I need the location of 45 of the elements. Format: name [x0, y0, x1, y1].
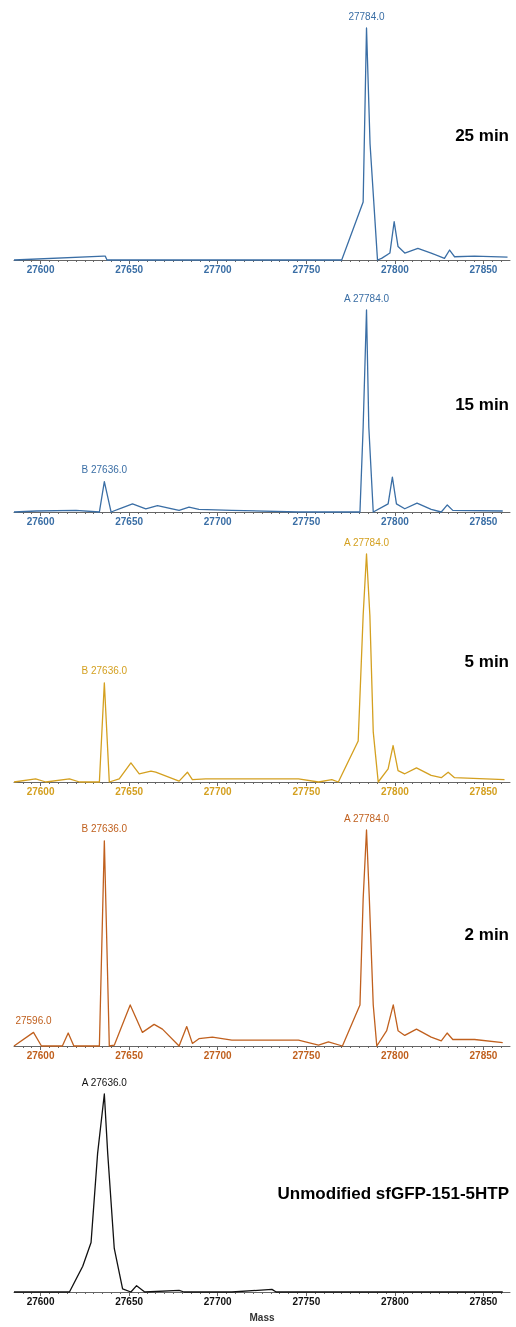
x-tick-label: 27750: [292, 1295, 321, 1307]
text: 15 min: [455, 394, 509, 414]
x-tick-label: 27800: [380, 515, 410, 527]
x-tick-label: 27750: [292, 515, 321, 527]
x-tick-label: 27750: [292, 1049, 321, 1061]
annotation: B 27636.0: [81, 464, 128, 476]
x-tick-label: 27800: [380, 263, 410, 275]
annotation: 27596.0: [15, 1014, 52, 1026]
annotation: B 27636.0: [81, 665, 128, 677]
x-tick-label: 27800: [380, 1049, 410, 1061]
x-tick-label: 27700: [203, 785, 233, 797]
annotation: B 27636.0: [81, 823, 128, 835]
x-tick-label: 27600: [26, 1049, 55, 1061]
x-tick-label: 27750: [292, 785, 321, 797]
x-tick-label: 27800: [380, 785, 410, 797]
text: 25 min: [455, 125, 509, 145]
x-tick-label: 27850: [469, 785, 498, 797]
x-tick-label: 27850: [469, 1295, 498, 1307]
x-tick-label: 27850: [469, 263, 498, 275]
x-tick-label: 27700: [203, 1049, 233, 1061]
x-tick-label: 27700: [203, 515, 233, 527]
x-tick-label: 27700: [203, 263, 233, 275]
x-tick-label: 27600: [26, 515, 55, 527]
x-tick-label: 27650: [115, 1049, 144, 1061]
text: 5 min: [464, 651, 510, 671]
annotation: A 27784.0: [343, 292, 390, 304]
x-tick-label: 27850: [469, 1049, 498, 1061]
x-tick-label: 27650: [115, 785, 144, 797]
annotation: A 27784.0: [343, 536, 390, 548]
x-tick-label: 27850: [469, 515, 498, 527]
x-axis-title: Mass: [249, 1311, 275, 1323]
x-tick-label: 27750: [292, 263, 321, 275]
x-tick-label: 27650: [115, 1295, 144, 1307]
x-tick-label: 27600: [26, 263, 55, 275]
text: Unmodified sfGFP-151-5HTP: [277, 1184, 509, 1204]
x-tick-label: 27800: [380, 1295, 410, 1307]
x-tick-label: 27600: [26, 1295, 55, 1307]
x-tick-label: 27650: [115, 263, 144, 275]
x-tick-label: 27600: [26, 785, 55, 797]
x-tick-label: 27650: [115, 515, 144, 527]
annotation: 27784.0: [348, 10, 386, 22]
x-tick-label: 27700: [203, 1295, 233, 1307]
annotation: A 27636.0: [81, 1076, 128, 1088]
annotation: A 27784.0: [343, 812, 390, 824]
text: 2 min: [464, 924, 510, 944]
